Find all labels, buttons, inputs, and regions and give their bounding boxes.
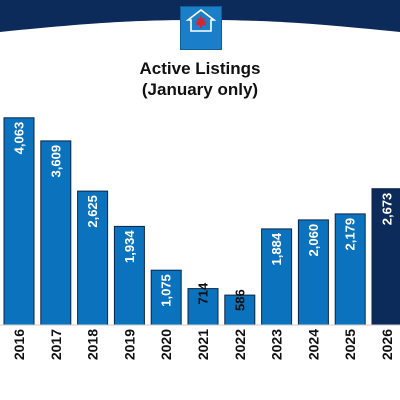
chart-subtitle: (January only) — [141, 80, 259, 99]
ottawa-real-estate-board-logo — [180, 6, 222, 50]
data-label-2023: 1,884 — [269, 232, 284, 265]
data-label-2020: 1,075 — [159, 274, 174, 307]
data-label-2024: 2,060 — [306, 224, 321, 257]
bar-2017 — [40, 140, 72, 326]
x-tick-2023: 2023 — [269, 329, 285, 360]
bar-2025 — [334, 213, 366, 326]
x-tick-2019: 2019 — [121, 329, 137, 360]
bar-2018 — [77, 190, 109, 326]
data-label-2021: 714 — [196, 282, 211, 304]
bar-2026 — [371, 188, 400, 326]
x-tick-2026: 2026 — [379, 329, 395, 360]
data-label-2019: 1,934 — [122, 230, 137, 263]
x-tick-2022: 2022 — [232, 329, 248, 360]
data-labels-group: 4,063 3,609 2,625 1,934 1,075 714 586 1,884 2,06… — [12, 122, 395, 311]
x-tick-2017: 2017 — [48, 329, 64, 360]
x-tick-2021: 2021 — [195, 329, 211, 360]
x-tick-2024: 2024 — [305, 329, 321, 360]
chart-title-block: Active Listings (January only) — [0, 58, 400, 100]
bar-2019 — [113, 225, 145, 326]
x-tick-2020: 2020 — [158, 329, 174, 360]
bar-2024 — [297, 219, 329, 326]
data-label-2017: 3,609 — [48, 145, 63, 178]
data-label-2016: 4,063 — [12, 122, 27, 155]
x-tick-2018: 2018 — [85, 329, 101, 360]
x-tick-2025: 2025 — [342, 329, 358, 360]
data-label-2025: 2,179 — [343, 218, 358, 251]
x-tick-2016: 2016 — [11, 329, 27, 360]
chart-title: Active Listings — [139, 59, 261, 78]
x-tick-labels-group: 2016 2017 2018 2019 2020 2021 2022 2023 2024 2025… — [11, 329, 395, 360]
bar-2020 — [150, 269, 182, 326]
data-label-2022: 586 — [232, 289, 247, 311]
bar-2016 — [3, 117, 35, 326]
data-label-2026: 2,673 — [380, 193, 395, 226]
data-label-2018: 2,625 — [85, 195, 100, 228]
bars-group — [3, 117, 400, 326]
